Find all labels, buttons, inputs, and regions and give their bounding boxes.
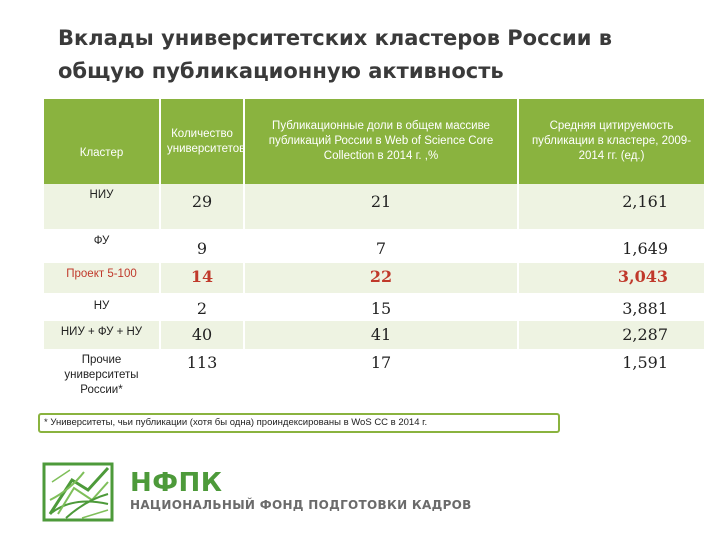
cell-count: 9: [160, 229, 245, 263]
cell-share: 21: [244, 184, 519, 229]
cell-citation: 3,043: [518, 263, 704, 293]
cell-share: 7: [244, 229, 519, 263]
header-cluster: Кластер: [44, 99, 161, 184]
cell-count: 40: [160, 321, 245, 349]
table-row: Прочие университеты России* 113 17 1,591: [44, 349, 704, 405]
header-university-count: Количество университетов: [160, 99, 245, 184]
cell-cluster: НИУ: [44, 184, 161, 229]
table-header-row: Кластер Количество университетов Публика…: [44, 99, 704, 184]
footnote: * Университеты, чьи публикации (хотя бы …: [38, 413, 560, 433]
cell-cluster: Прочие университеты России*: [44, 349, 161, 405]
table-row-highlighted: Проект 5-100 14 22 3,043: [44, 263, 704, 293]
cell-count: 14: [160, 263, 245, 293]
brand-subtitle: НАЦИОНАЛЬНЫЙ ФОНД ПОДГОТОВКИ КАДРОВ: [130, 498, 472, 512]
table-row: НИУ 29 21 2,161: [44, 184, 704, 229]
cell-citation: 1,649: [518, 229, 704, 263]
clusters-table: Кластер Количество университетов Публика…: [44, 99, 704, 405]
cell-count: 2: [160, 293, 245, 321]
cell-share: 41: [244, 321, 519, 349]
table-row: НУ 2 15 3,881: [44, 293, 704, 321]
page-title: Вклады университетских кластеров России …: [58, 26, 613, 83]
cell-citation: 3,881: [518, 293, 704, 321]
cell-share: 15: [244, 293, 519, 321]
cell-citation: 2,161: [518, 184, 704, 229]
header-average-citation: Средняя цитируемость публикации в класте…: [518, 99, 704, 184]
cell-count: 113: [160, 349, 245, 405]
header-publication-share: Публикационные доли в общем массиве публ…: [244, 99, 519, 184]
table-row: НИУ + ФУ + НУ 40 41 2,287: [44, 321, 704, 349]
cell-share: 17: [244, 349, 519, 405]
brand-name: НФПК: [130, 468, 223, 498]
cell-cluster: НИУ + ФУ + НУ: [44, 321, 161, 349]
cell-cluster: Проект 5-100: [44, 263, 161, 293]
cell-count: 29: [160, 184, 245, 229]
table-row: ФУ 9 7 1,649: [44, 229, 704, 263]
cell-citation: 1,591: [518, 349, 704, 405]
clusters-table-container: Кластер Количество университетов Публика…: [44, 99, 704, 405]
cell-cluster: НУ: [44, 293, 161, 321]
cell-share: 22: [244, 263, 519, 293]
cell-cluster: ФУ: [44, 229, 161, 263]
cell-citation: 2,287: [518, 321, 704, 349]
nfpk-logo-icon: [42, 462, 114, 522]
